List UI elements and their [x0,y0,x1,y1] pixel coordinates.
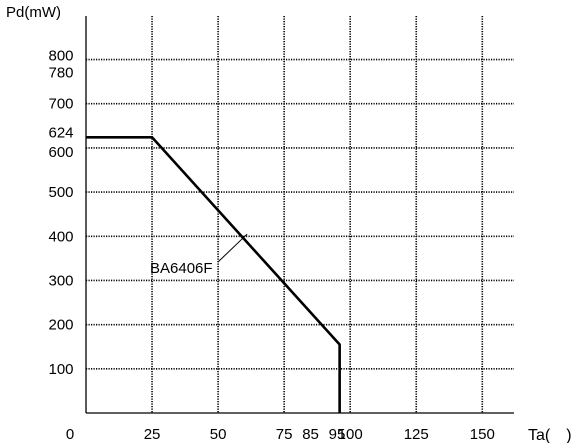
y-tick-label-624: 624 [48,124,73,141]
x-tick-label-125: 125 [404,426,429,443]
x-tick-label-0: 0 [66,426,74,443]
y-tick-label-780: 780 [48,64,73,81]
series-label-leader [217,233,248,263]
series-label: BA6406F [150,260,213,277]
y-tick-label-800: 800 [48,48,73,65]
y-tick-label-700: 700 [48,96,73,113]
x-tick-label-100: 100 [338,426,363,443]
annotation-layer: BA6406F [150,233,248,277]
x-tick-label-50: 50 [210,426,227,443]
x-tick-label-25: 25 [144,426,161,443]
y-tick-label-200: 200 [48,317,73,334]
x-axis-label: Ta( ) [528,427,572,443]
x-tick-label-75: 75 [276,426,293,443]
y-axis-label: Pd(mW) [6,4,61,21]
y-tick-label-400: 400 [48,228,73,245]
grid [86,16,514,413]
y-tick-label-100: 100 [48,361,73,378]
series-layer [86,136,341,413]
y-tick-label-300: 300 [48,272,73,289]
x-tick-label-85: 85 [302,426,319,443]
y-tick-label-600: 600 [48,144,73,161]
series-line-BA6406F [86,136,341,413]
x-tick-label-95: 95 [329,426,346,443]
x-tick-label-150: 150 [470,426,495,443]
y-tick-label-500: 500 [48,184,73,201]
axes [85,16,514,414]
